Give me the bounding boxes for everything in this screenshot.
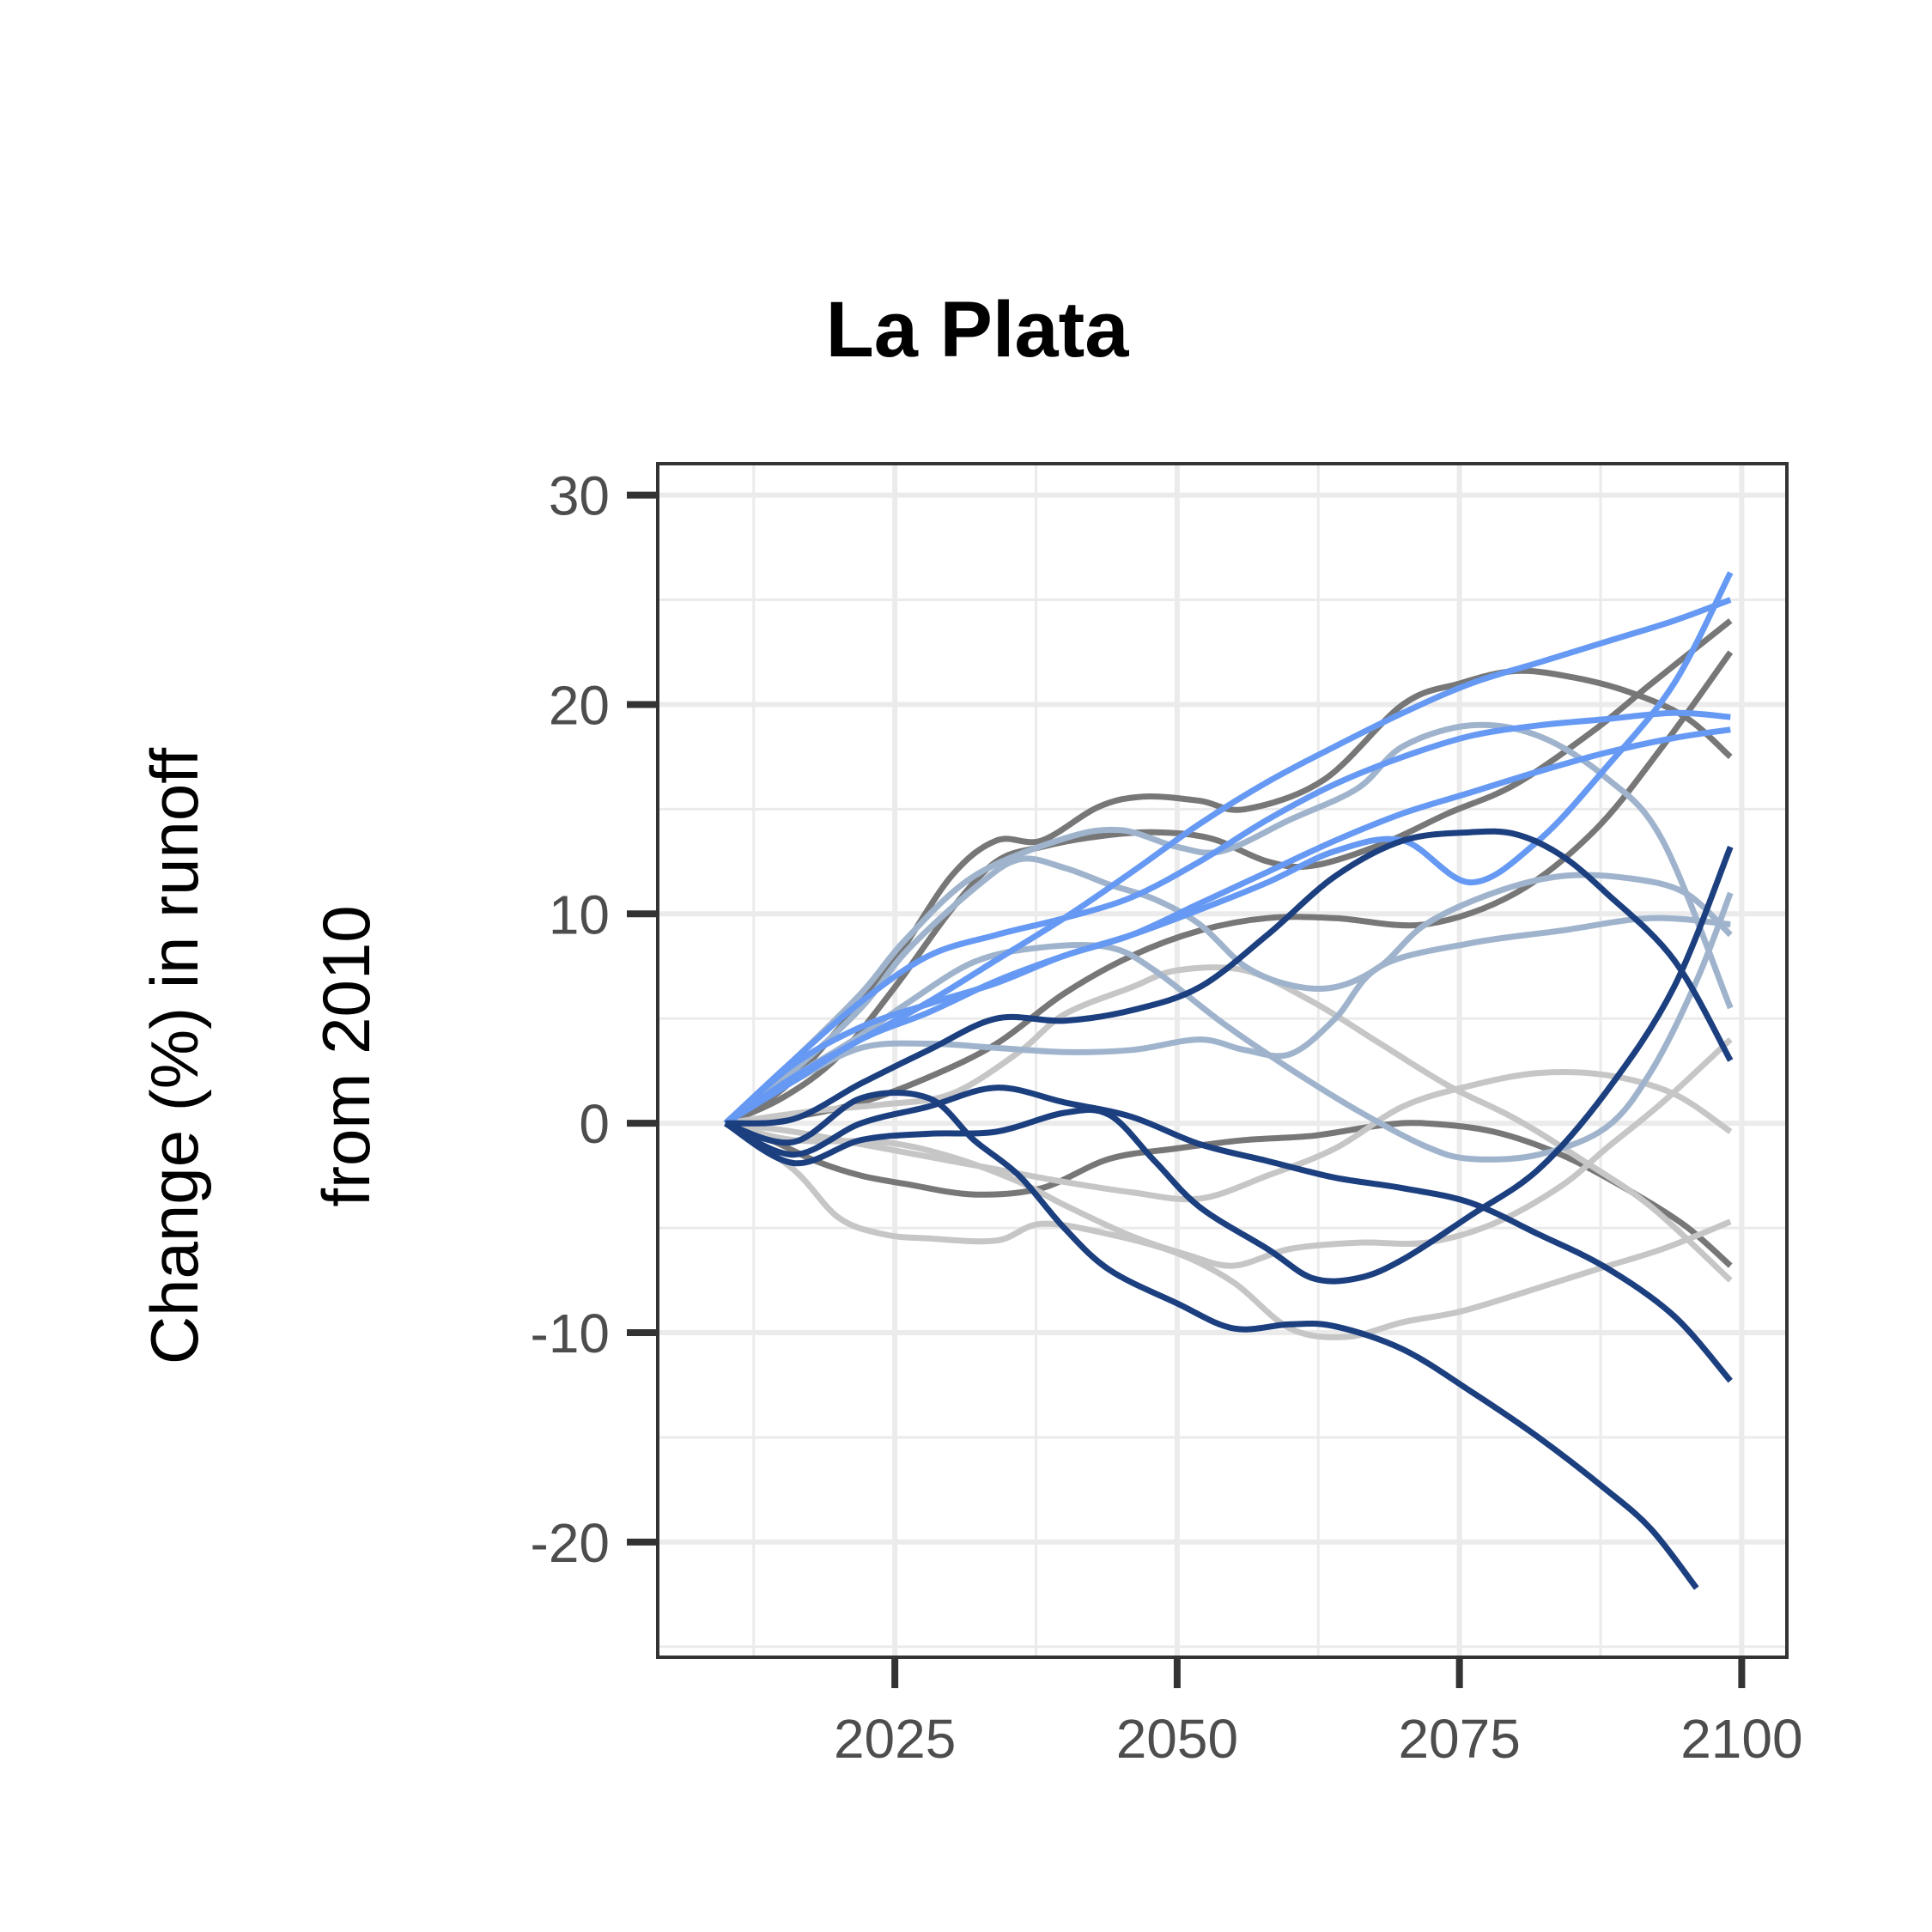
series-line-15 <box>724 726 1731 1127</box>
series-line-5 <box>723 1121 1732 1340</box>
series-line-12 <box>723 891 1734 1163</box>
x-tick-label-2025: 2025 <box>834 1708 956 1770</box>
series-line-13 <box>723 597 1732 1127</box>
y-tick-label-10: 10 <box>549 884 610 945</box>
series-line-9 <box>723 855 1733 1126</box>
y-tick-labels: 30 20 10 0 -10 -20 <box>531 465 611 1574</box>
series-line-20 <box>725 828 1734 1127</box>
x-tick-label-2100: 2100 <box>1680 1708 1802 1770</box>
x-tick-label-2050: 2050 <box>1116 1708 1238 1770</box>
series-line-16 <box>723 571 1734 1126</box>
grid-major <box>658 464 1787 1657</box>
y-tick-label-30: 30 <box>549 465 610 527</box>
y-tick-label-0: 0 <box>579 1093 610 1155</box>
series-line-11 <box>723 721 1734 1126</box>
series-line-6 <box>725 1037 1733 1269</box>
y-axis-title-line-2: from 2010 <box>308 905 384 1206</box>
series-line-18 <box>724 1084 1733 1383</box>
chart-title: La Plata <box>826 286 1130 374</box>
panel-border <box>656 462 1789 1659</box>
series-line-8 <box>725 1068 1733 1203</box>
series-line-1 <box>724 618 1733 1127</box>
y-tick-label-20: 20 <box>549 674 610 736</box>
x-tick-label-2075: 2075 <box>1398 1708 1520 1770</box>
y-axis-title-line-1: Change (%) in runoff <box>137 748 212 1365</box>
y-tick-label--10: -10 <box>531 1303 611 1364</box>
y-axis-title: Change (%) in runoff from 2010 <box>137 748 384 1365</box>
series-line-14 <box>723 709 1731 1126</box>
series-layer <box>723 571 1734 1590</box>
x-tick-labels: 2025 2050 2075 2100 <box>834 1708 1803 1770</box>
series-line-19 <box>724 845 1734 1285</box>
series-line-17 <box>724 1090 1699 1590</box>
axis-ticks <box>627 491 1746 1688</box>
series-line-3 <box>725 650 1734 1127</box>
series-line-10 <box>724 914 1731 1127</box>
y-tick-label--20: -20 <box>531 1512 611 1574</box>
series-line-4 <box>724 1120 1733 1268</box>
